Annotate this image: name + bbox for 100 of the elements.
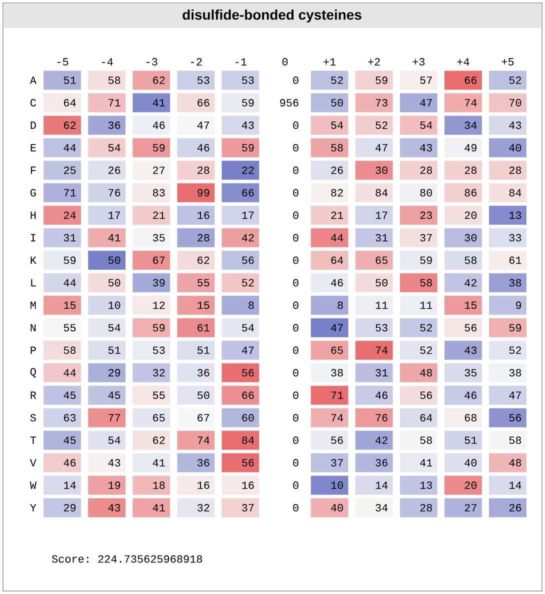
data-label: 12 xyxy=(153,302,165,309)
y-tick-label: M xyxy=(30,302,36,309)
data-label: 0 xyxy=(293,346,298,354)
data-label: 0 xyxy=(293,76,298,84)
data-label: 83 xyxy=(152,189,165,196)
data-label: 74 xyxy=(376,346,388,354)
data-label: 59 xyxy=(242,144,254,152)
data-label: 58 xyxy=(420,279,432,286)
data-label: 26 xyxy=(331,166,343,174)
data-label: 56 xyxy=(331,436,343,444)
data-label: 28 xyxy=(509,166,522,174)
data-label: 36 xyxy=(376,459,388,466)
data-label: 46 xyxy=(376,392,388,399)
data-label: 52 xyxy=(331,76,343,84)
data-label: 84 xyxy=(242,436,254,444)
data-label: 59 xyxy=(64,256,76,264)
data-label: 56 xyxy=(242,256,254,264)
data-label: 56 xyxy=(464,324,477,332)
data-label: 66 xyxy=(464,76,477,84)
x-tick-label: -5 xyxy=(57,58,68,66)
data-label: 46 xyxy=(197,144,210,152)
data-label: 65 xyxy=(376,256,388,264)
data-label: 0 xyxy=(293,482,298,489)
data-label: 62 xyxy=(153,76,165,84)
data-label: 0 xyxy=(293,414,298,422)
data-label: 44 xyxy=(64,279,76,286)
data-label: 9 xyxy=(516,302,522,309)
data-label: 55 xyxy=(64,324,76,332)
data-label: 68 xyxy=(464,414,477,422)
data-label: 31 xyxy=(376,234,388,242)
data-label: 26 xyxy=(509,504,522,512)
data-label: 54 xyxy=(108,324,120,332)
data-label: 38 xyxy=(509,279,522,286)
data-label: 28 xyxy=(420,166,432,174)
data-label: 0 xyxy=(293,144,298,152)
chart-title: disulfide-bonded cysteines xyxy=(182,9,362,22)
data-label: 0 xyxy=(293,504,298,512)
data-label: 58 xyxy=(420,436,432,444)
data-label: 24 xyxy=(64,212,76,219)
data-label: 20 xyxy=(464,482,477,489)
data-label: 74 xyxy=(198,436,210,444)
data-label: 34 xyxy=(464,122,477,129)
data-label: 46 xyxy=(331,279,343,286)
data-label: 29 xyxy=(108,369,120,376)
data-label: 31 xyxy=(64,234,76,242)
data-label: 56 xyxy=(509,414,522,422)
data-label: 74 xyxy=(331,414,344,422)
data-label: 84 xyxy=(376,189,388,196)
data-label: 14 xyxy=(376,482,388,489)
data-label: 38 xyxy=(509,369,522,376)
x-tick-label: +2 xyxy=(368,58,380,66)
data-label: 0 xyxy=(293,324,298,332)
data-label: 17 xyxy=(376,212,388,219)
data-label: 65 xyxy=(331,346,343,354)
data-label: 26 xyxy=(108,166,120,174)
data-label: 66 xyxy=(242,189,254,196)
data-label: 53 xyxy=(152,346,165,354)
data-label: 54 xyxy=(331,122,344,129)
data-label: 50 xyxy=(198,392,210,399)
data-label: 0 xyxy=(293,212,298,219)
data-label: 64 xyxy=(420,414,432,422)
data-label: 42 xyxy=(464,279,476,286)
data-label: 25 xyxy=(64,166,76,174)
data-label: 17 xyxy=(108,212,120,219)
data-label: 47 xyxy=(509,392,521,399)
data-label: 59 xyxy=(420,256,432,264)
data-label: 60 xyxy=(242,414,254,422)
data-label: 47 xyxy=(197,122,210,129)
data-label: 58 xyxy=(331,144,343,152)
data-label: 62 xyxy=(64,122,76,129)
data-label: 41 xyxy=(108,234,120,242)
data-label: 37 xyxy=(331,459,343,466)
data-label: 58 xyxy=(464,256,477,264)
data-label: 40 xyxy=(509,144,522,152)
data-label: 0 xyxy=(293,122,298,129)
data-label: 0 xyxy=(293,256,298,264)
data-label: 66 xyxy=(242,392,254,399)
data-label: 956 xyxy=(280,99,298,106)
y-tick-label: A xyxy=(30,76,36,84)
data-label: 14 xyxy=(64,482,76,489)
data-label: 52 xyxy=(420,324,432,332)
data-label: 15 xyxy=(198,302,210,309)
data-label: 28 xyxy=(198,234,210,242)
x-tick-label: -1 xyxy=(236,58,247,66)
data-label: 46 xyxy=(464,392,477,399)
data-label: 45 xyxy=(108,392,120,399)
data-label: 61 xyxy=(198,324,210,332)
data-label: 50 xyxy=(108,256,120,264)
data-label: 8 xyxy=(248,302,254,309)
data-label: 36 xyxy=(198,369,210,376)
data-label: 45 xyxy=(64,436,76,444)
data-label: 43 xyxy=(108,459,120,466)
data-label: 54 xyxy=(108,436,120,444)
data-label: 13 xyxy=(509,212,522,219)
data-label: 80 xyxy=(420,189,432,196)
data-label: 51 xyxy=(64,76,76,84)
data-label: 56 xyxy=(420,392,432,399)
data-label: 53 xyxy=(242,76,254,84)
data-label: 46 xyxy=(64,459,76,466)
data-label: 46 xyxy=(152,122,165,129)
